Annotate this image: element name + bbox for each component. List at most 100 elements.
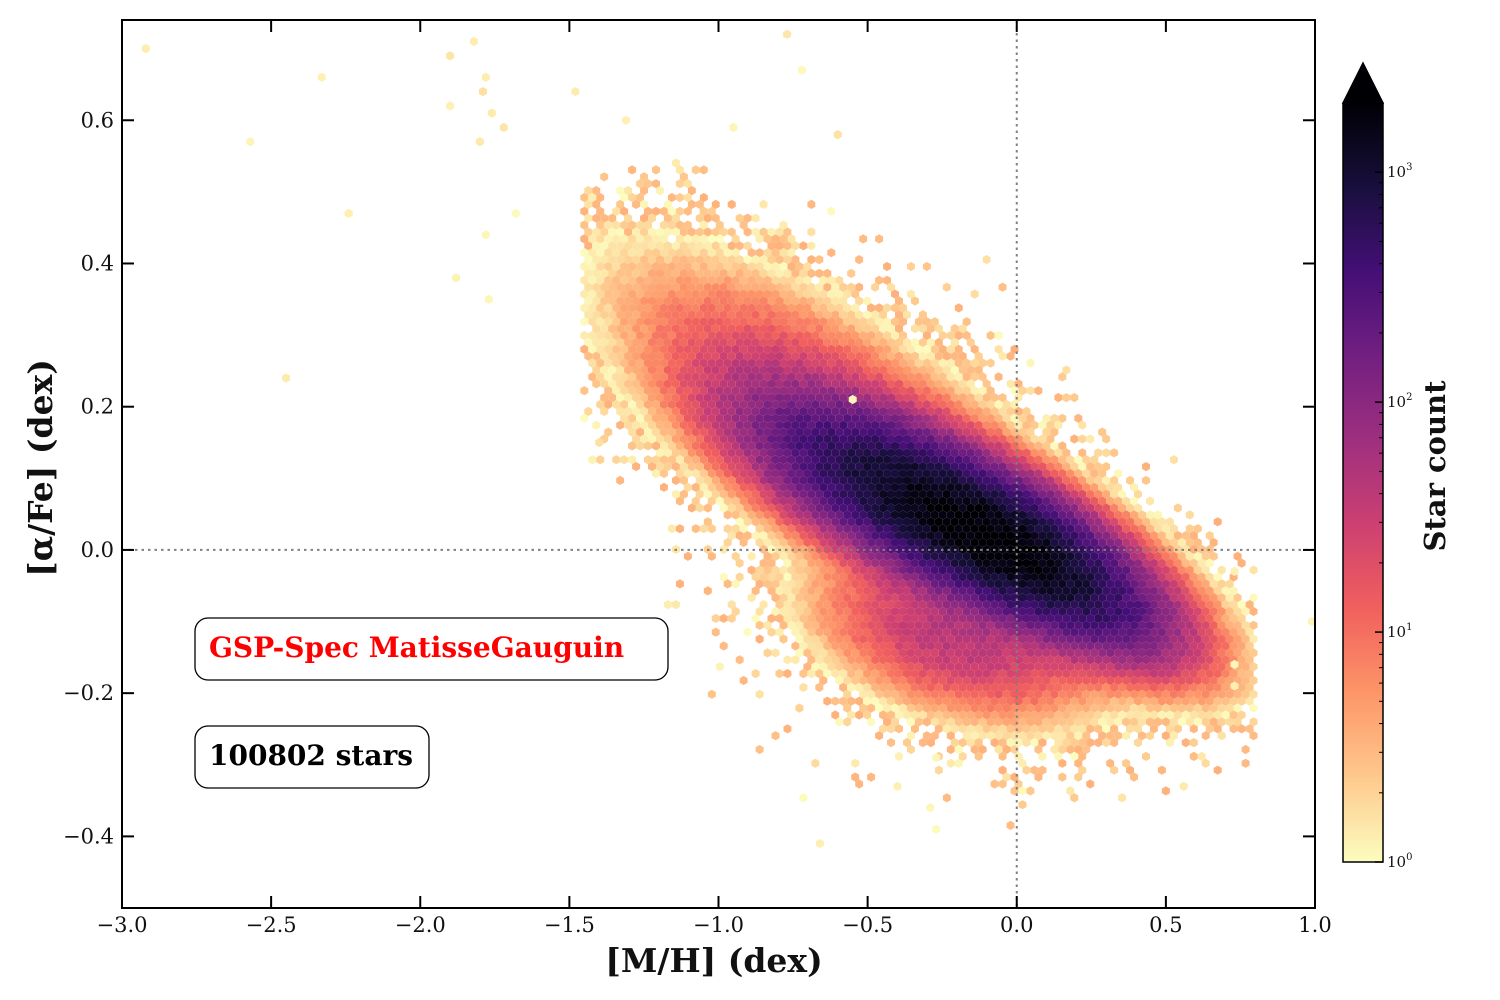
hexbin-cell	[954, 675, 963, 686]
hexbin-cell	[934, 669, 943, 679]
hexbin-cell	[978, 744, 987, 755]
hexbin-cell	[815, 406, 824, 416]
hexbin-cell	[771, 441, 780, 451]
hexbin-cell	[891, 634, 899, 644]
hexbin-cell	[596, 399, 605, 410]
hexbin-cell	[1181, 641, 1190, 651]
hexbin-cell	[1066, 675, 1075, 686]
hexbin-cell	[974, 351, 983, 361]
hexbin-cell	[1026, 468, 1035, 479]
hexbin-cell	[632, 268, 641, 278]
hexbin-cell	[1038, 489, 1047, 499]
hexbin-cell	[934, 393, 943, 403]
hexbin-cell	[899, 510, 907, 520]
hexbin-cell	[1237, 724, 1246, 734]
hexbin-cell	[799, 268, 808, 278]
hexbin-cell	[1233, 634, 1242, 644]
hexbin-cell	[640, 296, 648, 306]
hexbin-cell	[1241, 620, 1250, 630]
hexbin-cell	[962, 731, 971, 741]
hexbin-cell	[664, 462, 672, 472]
hexbin-cell	[1241, 662, 1250, 672]
hexbin-cell	[667, 455, 676, 465]
hexbin-cell	[950, 337, 959, 347]
hexbin-cell	[695, 255, 704, 265]
hexbin-cell	[1022, 434, 1031, 444]
hexbin-cell	[922, 496, 931, 506]
hexbin-cell	[950, 420, 959, 430]
hexbin-cell	[1042, 662, 1051, 672]
hexbin-cell	[735, 406, 744, 416]
hexbin-cell	[938, 537, 947, 548]
hexbin-cell	[767, 517, 776, 527]
hexbin-cell	[815, 600, 824, 610]
hexbin-cell	[1193, 537, 1202, 548]
hexbin-cell	[675, 261, 684, 272]
hexbin-cell	[1130, 537, 1138, 548]
hexbin-cell	[954, 744, 963, 755]
hexbin-cell	[787, 551, 796, 561]
hexbin-cell	[859, 593, 868, 603]
hexbin-cell	[783, 379, 792, 389]
hexbin-cell	[855, 503, 864, 513]
hexbin-cell	[1161, 717, 1170, 727]
hexbin-cell	[1134, 531, 1142, 541]
hexbin-cell	[735, 324, 744, 334]
hexbin-cell	[632, 379, 641, 389]
hexbin-cell	[1034, 455, 1043, 465]
hexbin-cell	[1014, 738, 1023, 748]
hexbin-cell	[911, 544, 919, 554]
hexbin-cell	[1106, 731, 1115, 741]
hexbin-cell	[660, 234, 668, 244]
hexbin-cell	[875, 482, 884, 492]
hexbin-cell	[795, 482, 804, 492]
hexbin-cell	[918, 517, 927, 527]
hexbin-cell	[1030, 710, 1039, 720]
hexbin-cell	[1181, 544, 1190, 554]
hexbin-cell	[715, 234, 724, 244]
hexbin-cell	[819, 330, 828, 341]
hexbin-cell	[775, 241, 784, 251]
hexbin-cell	[739, 289, 748, 299]
hexbin-cell	[974, 558, 983, 568]
hexbin-cell	[620, 192, 629, 203]
hexbin-cell	[747, 317, 756, 327]
hexbin-cell	[1154, 634, 1162, 644]
hexbin-cell	[1157, 669, 1166, 679]
hexbin-cell	[1062, 710, 1071, 720]
hexbin-cell	[1046, 710, 1055, 720]
hexbin-cell	[1018, 510, 1027, 520]
hexbin-cell	[779, 330, 788, 341]
hexbin-cell	[1018, 565, 1027, 575]
hexbin-cell	[1197, 641, 1206, 651]
hexbin-cell	[1181, 710, 1190, 720]
hexbin-cell	[624, 406, 633, 416]
hexbin-cell	[727, 282, 736, 292]
hexbin-cell	[1110, 710, 1119, 720]
hexbin-cell	[863, 420, 872, 430]
hexbin-cell	[914, 510, 923, 520]
hexbin-cell	[739, 427, 748, 437]
hexbin-cell	[1026, 413, 1035, 423]
hexbin-cell	[887, 337, 895, 347]
hexbin-cell	[998, 434, 1007, 444]
hexbin-cell	[664, 379, 672, 389]
hexbin-cell	[807, 310, 816, 320]
hexbin-cell	[1030, 765, 1039, 775]
hexbin-cell	[827, 372, 836, 382]
hexbin-cell	[1078, 738, 1087, 748]
hexbin-cell	[707, 206, 716, 216]
hexbin-cell	[1249, 717, 1258, 727]
hexbin-cell	[1138, 648, 1146, 658]
hexbin-cell	[679, 475, 688, 485]
hexbin-cell	[1050, 524, 1059, 534]
hexbin-cell	[719, 227, 728, 237]
hexbin-cell	[1014, 406, 1023, 416]
hexbin-cell	[982, 600, 991, 610]
hexbin-cell	[1209, 717, 1218, 727]
hexbin-cell	[644, 317, 652, 327]
hexbin-cell	[863, 544, 872, 554]
hexbin-cell	[863, 641, 872, 651]
hexbin-cell	[994, 455, 1003, 465]
hexbin-cell	[1002, 524, 1011, 534]
